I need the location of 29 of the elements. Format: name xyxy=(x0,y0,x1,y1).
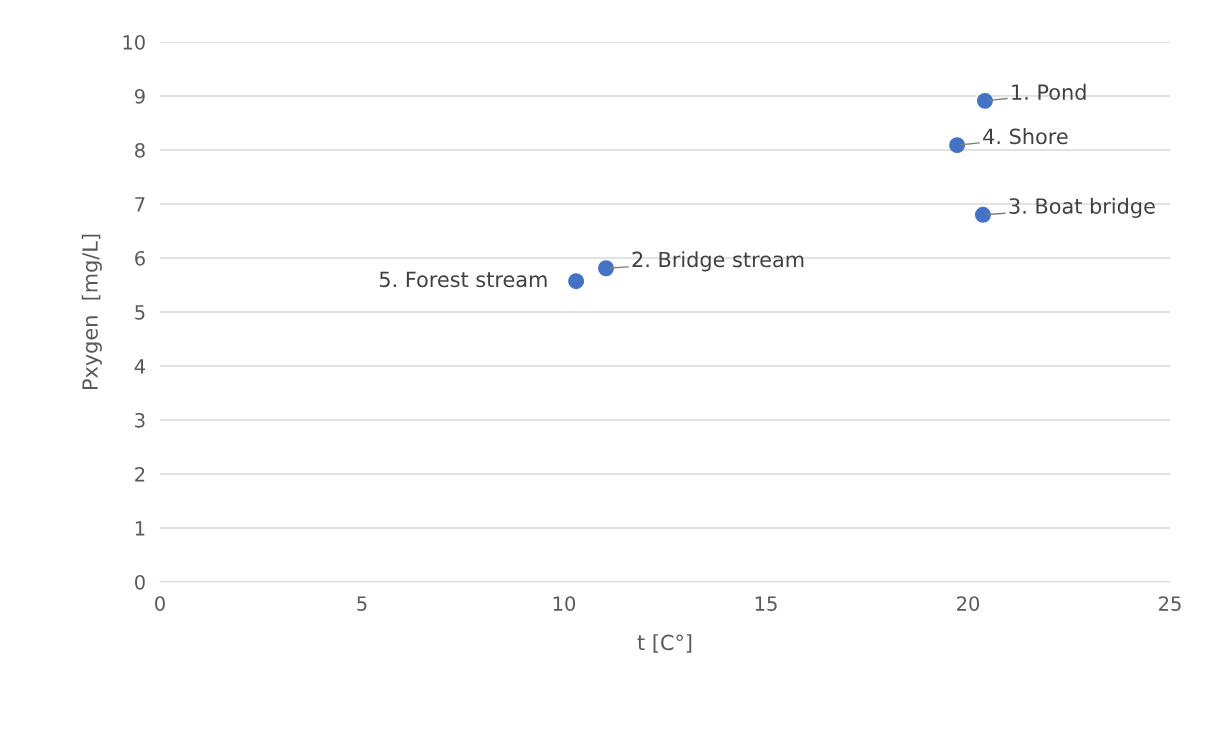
y-tick-label: 2 xyxy=(135,466,145,482)
annotation: 5. Forest stream xyxy=(379,271,547,288)
x-tick-label: 25 xyxy=(1159,596,1181,611)
point xyxy=(568,273,585,290)
annotation: 3. Boat bridge xyxy=(1009,197,1155,218)
y-tick-label: 9 xyxy=(134,88,145,104)
y-tick-label: 7 xyxy=(135,197,145,212)
x-axis-title: t [C°] xyxy=(637,634,692,653)
y-tick-label: 5 xyxy=(135,305,145,320)
y-tick-label: 8 xyxy=(135,142,145,158)
point xyxy=(974,206,991,223)
point xyxy=(598,260,614,277)
y-tick-label: 6 xyxy=(135,250,145,266)
point xyxy=(976,92,993,109)
annotation: 4. Shore xyxy=(983,128,1068,145)
point xyxy=(949,137,966,154)
y-axis-title: Pxygen [mg/L] xyxy=(81,234,102,390)
y-tick-label: 10 xyxy=(123,34,145,50)
x-tick-label: 15 xyxy=(755,596,777,611)
x-tick-label: 0 xyxy=(155,596,165,611)
x-tick-label: 10 xyxy=(553,596,576,611)
annotation: 2. Bridge stream xyxy=(632,251,804,272)
x-tick-label: 5 xyxy=(357,596,367,611)
y-tick-label: 0 xyxy=(135,574,145,590)
annotation: 1. Pond xyxy=(1012,83,1086,100)
y-tick-label: 1 xyxy=(135,521,145,536)
y-tick-label: 4 xyxy=(134,359,146,374)
x-tick-label: 20 xyxy=(957,596,980,611)
y-tick-label: 3 xyxy=(135,412,145,428)
